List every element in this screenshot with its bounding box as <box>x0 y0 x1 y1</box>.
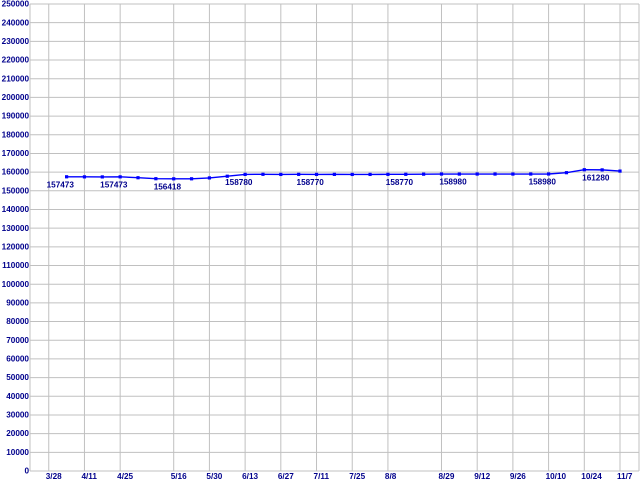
svg-text:5/16: 5/16 <box>171 472 187 480</box>
svg-text:158770: 158770 <box>297 178 325 187</box>
svg-text:8/29: 8/29 <box>438 472 454 480</box>
svg-text:7/11: 7/11 <box>314 472 330 480</box>
svg-text:10/24: 10/24 <box>581 472 602 480</box>
svg-text:40000: 40000 <box>6 392 29 401</box>
svg-text:4/25: 4/25 <box>117 472 133 480</box>
svg-text:160000: 160000 <box>2 168 30 177</box>
svg-text:0: 0 <box>24 467 29 476</box>
svg-text:70000: 70000 <box>6 336 29 345</box>
svg-text:161280: 161280 <box>582 173 610 182</box>
svg-text:157473: 157473 <box>100 180 128 189</box>
svg-text:50000: 50000 <box>6 373 29 382</box>
svg-text:30000: 30000 <box>6 411 29 420</box>
svg-text:190000: 190000 <box>2 112 30 121</box>
svg-text:156418: 156418 <box>154 182 182 191</box>
svg-text:210000: 210000 <box>2 74 30 83</box>
svg-text:10000: 10000 <box>6 448 29 457</box>
svg-text:8/8: 8/8 <box>385 472 397 480</box>
svg-text:220000: 220000 <box>2 56 30 65</box>
svg-text:3/28: 3/28 <box>46 472 62 480</box>
svg-text:10/10: 10/10 <box>546 472 567 480</box>
svg-text:9/26: 9/26 <box>510 472 526 480</box>
svg-text:157473: 157473 <box>47 180 75 189</box>
svg-text:140000: 140000 <box>2 205 30 214</box>
svg-text:11/7: 11/7 <box>617 472 633 480</box>
svg-text:170000: 170000 <box>2 149 30 158</box>
svg-text:230000: 230000 <box>2 37 30 46</box>
svg-text:130000: 130000 <box>2 224 30 233</box>
svg-text:110000: 110000 <box>2 261 29 270</box>
svg-text:200000: 200000 <box>2 93 30 102</box>
svg-text:150000: 150000 <box>2 186 30 195</box>
svg-text:158780: 158780 <box>225 178 253 187</box>
svg-text:100000: 100000 <box>2 280 30 289</box>
svg-text:250000: 250000 <box>2 0 30 9</box>
svg-text:90000: 90000 <box>6 298 29 307</box>
svg-text:80000: 80000 <box>6 317 29 326</box>
svg-text:158980: 158980 <box>529 177 557 186</box>
svg-text:180000: 180000 <box>2 130 30 139</box>
svg-text:158980: 158980 <box>439 178 467 187</box>
svg-text:6/13: 6/13 <box>242 472 258 480</box>
svg-text:7/25: 7/25 <box>349 472 365 480</box>
svg-text:158770: 158770 <box>386 178 414 187</box>
svg-text:60000: 60000 <box>6 355 29 364</box>
svg-text:120000: 120000 <box>2 242 30 251</box>
svg-text:5/30: 5/30 <box>206 472 222 480</box>
svg-text:240000: 240000 <box>2 18 30 27</box>
svg-text:9/12: 9/12 <box>474 472 490 480</box>
svg-text:4/11: 4/11 <box>81 472 97 480</box>
svg-text:20000: 20000 <box>6 429 29 438</box>
svg-text:6/27: 6/27 <box>278 472 294 480</box>
